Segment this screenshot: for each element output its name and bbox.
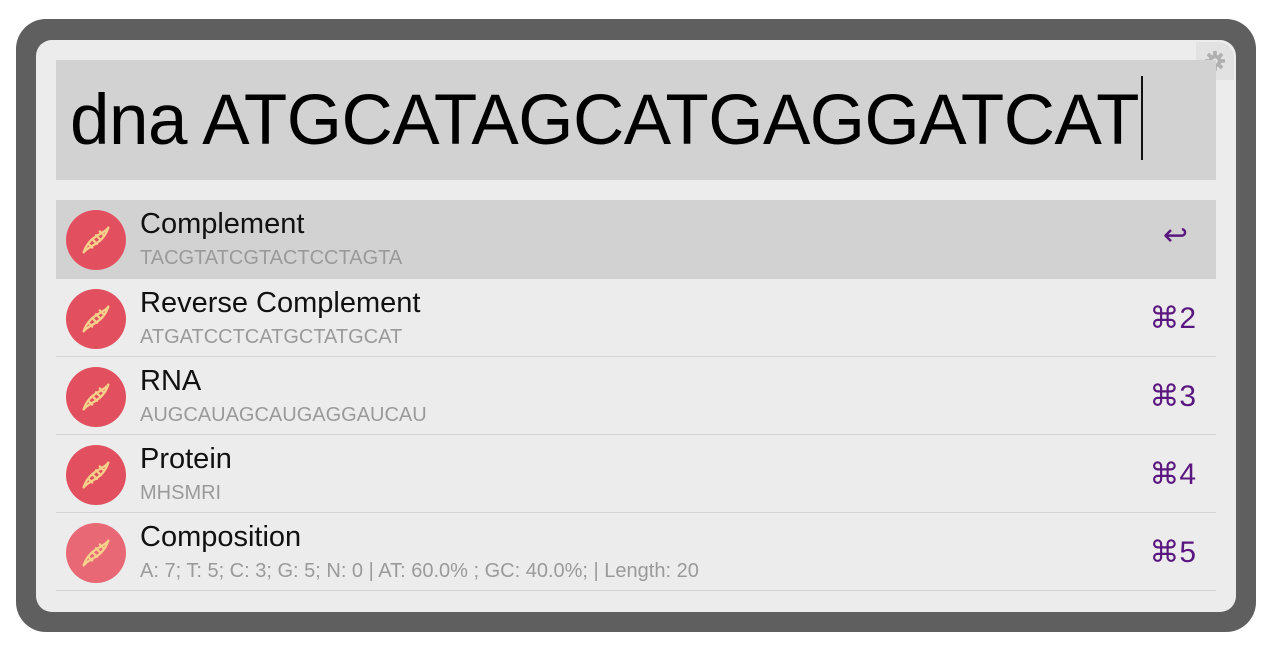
return-key-icon: ↩ (1162, 219, 1188, 252)
result-shortcut: ⌘4 (1149, 458, 1196, 491)
result-title: RNA (140, 365, 202, 397)
result-subtitle: MHSMRI (140, 482, 222, 504)
dna-icon (66, 445, 126, 505)
result-shortcut: ⌘5 (1149, 536, 1196, 569)
result-item-complement[interactable]: Complement TACGTATCGTACTCCTAGTA ↩ (56, 200, 1216, 279)
results-list: Complement TACGTATCGTACTCCTAGTA ↩ Revers… (56, 200, 1216, 591)
result-subtitle: AUGCAUAGCAUGAGGAUCAU (140, 404, 427, 426)
result-item-rna[interactable]: RNA AUGCAUAGCAUGAGGAUCAU ⌘3 (56, 357, 1216, 435)
dna-icon (66, 367, 126, 427)
result-subtitle: TACGTATCGTACTCCTAGTA (140, 247, 403, 269)
result-item-protein[interactable]: Protein MHSMRI ⌘4 (56, 435, 1216, 513)
dna-icon (66, 289, 126, 349)
result-title: Reverse Complement (140, 287, 421, 319)
result-shortcut: ⌘3 (1149, 380, 1196, 413)
search-query-text[interactable]: dna ATGCATAGCATGAGGATCAT (70, 80, 1139, 160)
result-item-composition[interactable]: Composition A: 7; T: 5; C: 3; G: 5; N: 0… (56, 513, 1216, 591)
result-item-reverse-complement[interactable]: Reverse Complement ATGATCCTCATGCTATGCAT … (56, 279, 1216, 357)
result-title: Complement (140, 208, 305, 240)
result-title: Protein (140, 443, 232, 475)
result-subtitle: A: 7; T: 5; C: 3; G: 5; N: 0 | AT: 60.0%… (140, 560, 699, 582)
dna-icon (66, 523, 126, 583)
dna-icon (66, 210, 126, 270)
search-input[interactable]: dna ATGCATAGCATGAGGATCAT (56, 60, 1216, 180)
text-caret (1140, 76, 1143, 160)
result-title: Composition (140, 521, 302, 553)
result-shortcut: ⌘2 (1149, 302, 1196, 335)
result-subtitle: ATGATCCTCATGCTATGCAT (140, 326, 403, 348)
